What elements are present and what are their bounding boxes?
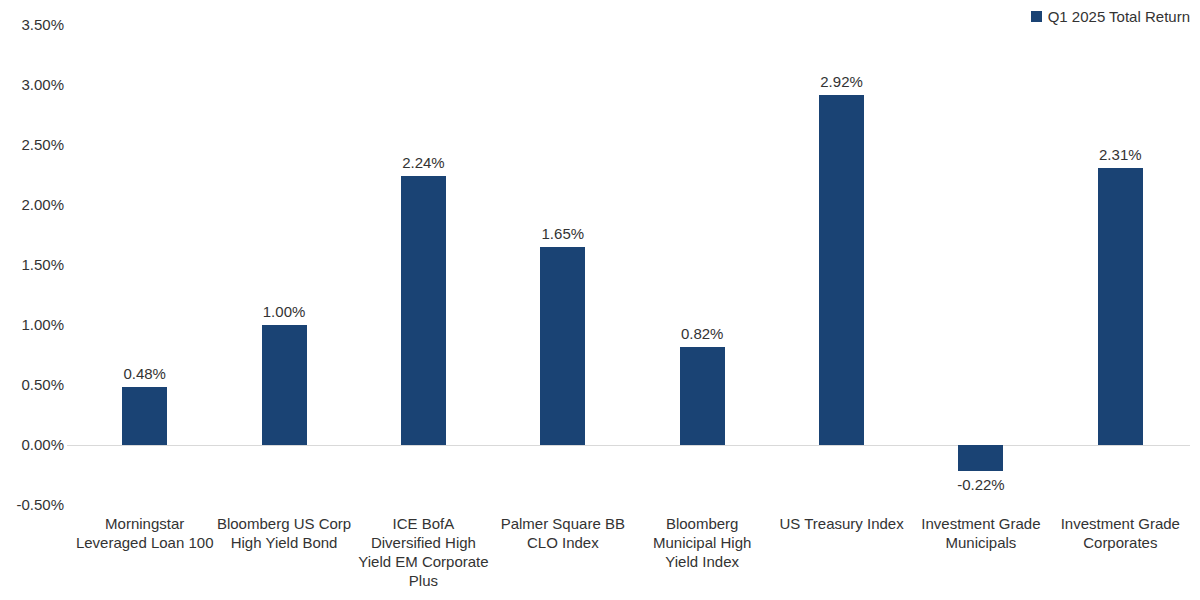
legend-label: Q1 2025 Total Return bbox=[1048, 8, 1190, 25]
y-axis-tick-label: 0.00% bbox=[0, 436, 64, 454]
legend: Q1 2025 Total Return bbox=[1031, 8, 1190, 25]
y-axis-tick-label: 3.50% bbox=[0, 16, 64, 34]
y-axis-tick-label: 1.50% bbox=[0, 256, 64, 274]
bar bbox=[1098, 168, 1143, 445]
x-axis-category-label: Bloomberg US Corp High Yield Bond bbox=[213, 514, 355, 552]
bar bbox=[122, 387, 167, 445]
bar-data-label: 0.82% bbox=[657, 325, 747, 343]
bar-chart: Q1 2025 Total Return 3.50% 3.00% 2.50% 2.00… bbox=[0, 0, 1200, 600]
bar bbox=[401, 176, 446, 445]
y-axis-tick-label: 1.00% bbox=[0, 316, 64, 334]
bar bbox=[680, 347, 725, 445]
bar-data-label: 2.31% bbox=[1075, 146, 1165, 164]
y-axis-tick-label: 0.50% bbox=[0, 376, 64, 394]
bar bbox=[819, 95, 864, 445]
bar-data-label: 1.00% bbox=[239, 303, 329, 321]
legend-marker-icon bbox=[1031, 11, 1042, 22]
x-axis-category-label: Bloomberg Municipal High Yield Index bbox=[631, 514, 773, 571]
bar bbox=[262, 325, 307, 445]
bar-data-label: 0.48% bbox=[100, 365, 190, 383]
x-axis-category-label: ICE BofA Diversified High Yield EM Corpo… bbox=[352, 514, 494, 590]
bar-data-label: -0.22% bbox=[936, 476, 1026, 494]
y-axis-tick-label: 3.00% bbox=[0, 76, 64, 94]
bar-data-label: 2.24% bbox=[378, 154, 468, 172]
y-axis-tick-label: 2.00% bbox=[0, 196, 64, 214]
bar bbox=[540, 247, 585, 445]
y-axis-tick-label: 2.50% bbox=[0, 136, 64, 154]
y-axis-tick-label: -0.50% bbox=[0, 496, 64, 514]
x-axis-category-label: US Treasury Index bbox=[771, 514, 913, 533]
x-axis-category-label: Investment Grade Corporates bbox=[1049, 514, 1191, 552]
x-axis-category-label: Investment Grade Municipals bbox=[910, 514, 1052, 552]
x-axis-category-label: Palmer Square BB CLO Index bbox=[492, 514, 634, 552]
x-axis-category-label: Morningstar Leveraged Loan 100 bbox=[74, 514, 216, 552]
bar-data-label: 1.65% bbox=[518, 225, 608, 243]
x-axis-baseline bbox=[67, 445, 1190, 446]
bar bbox=[958, 445, 1003, 471]
bar-data-label: 2.92% bbox=[797, 73, 887, 91]
